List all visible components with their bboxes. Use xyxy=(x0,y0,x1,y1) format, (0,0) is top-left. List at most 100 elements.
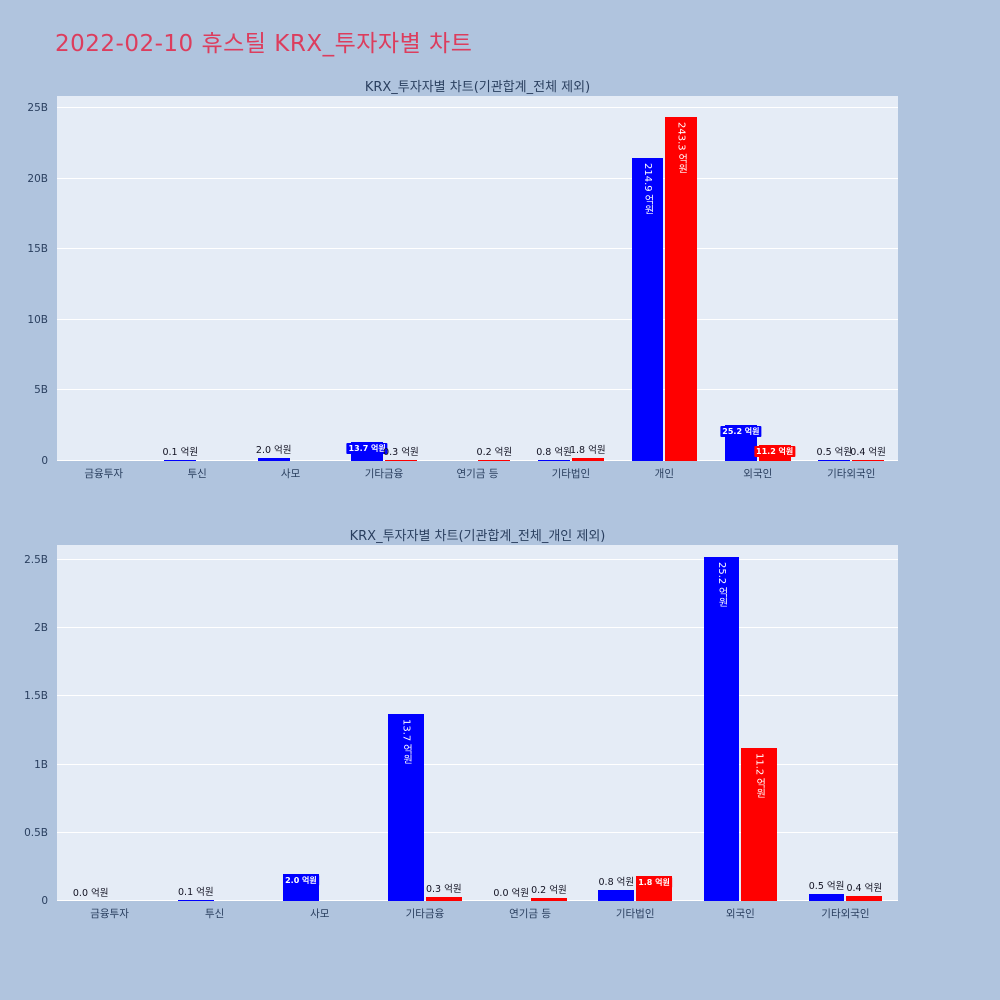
x-axis-top: 금융투자 투신 사모 기타금융 연기금 등 기타법인 개인 외국인 기타외국인 xyxy=(57,466,898,481)
bar-value-label: 13.7 억원 xyxy=(400,719,412,765)
bar-blue: 13.7 억원 xyxy=(346,441,388,461)
chart-top: KRX_투자자별 차트(기관합계_전체 제외) 0 5B 10B 15B 20B 25B 0… xyxy=(27,80,898,481)
bar-value-label: 0.0 억원 xyxy=(72,888,109,899)
bar-value-label: 214.9 억원 xyxy=(641,162,653,215)
x-tick-label: 연기금 등 xyxy=(456,468,499,480)
gridline xyxy=(57,107,898,108)
y-tick-label: 2B xyxy=(34,622,48,635)
bar-blue: 214.9 억원 xyxy=(631,157,664,461)
bar-blue: 13.7 억원 xyxy=(388,714,424,901)
y-tick-label: 10B xyxy=(27,313,48,326)
gridline xyxy=(57,389,898,391)
bar-value-label: 13.7 억원 xyxy=(346,442,388,454)
x-axis-bottom: 금융투자 투신 사모 기타금융 연기금 등 기타법인 외국인 기타외국인 xyxy=(57,906,898,921)
x-tick-label: 기타법인 xyxy=(615,908,655,920)
bar-blue: 2.0 억원 xyxy=(256,445,292,461)
x-tick-label: 기타금융 xyxy=(405,908,445,920)
category-group: 0.8 억원 1.8 억원 xyxy=(583,545,688,901)
bar-value-label: 0.8 억원 xyxy=(598,877,635,889)
category-group: 25.2 억원 11.2 억원 xyxy=(711,96,804,461)
bar-red: 1.8 억원 xyxy=(636,876,672,901)
bar-value-label: 0.0 억원 xyxy=(493,888,529,899)
bar-blue: 25.2 억원 xyxy=(720,425,762,461)
bar-value-label: 0.2 억원 xyxy=(476,447,513,458)
bar-blue: 0.1 억원 xyxy=(162,447,198,461)
y-tick-label: 1B xyxy=(34,758,48,771)
category-group: 0.5 억원 0.4 억원 xyxy=(793,545,898,901)
bar-red: 1.8 억원 xyxy=(570,445,606,461)
bar-value-label: 2.0 억원 xyxy=(283,874,319,886)
y-tick-label: 2.5B xyxy=(24,554,48,566)
bar-blue: 0.8 억원 xyxy=(536,447,572,461)
bar-value-label: 0.8 억원 xyxy=(536,446,572,458)
x-tick-label: 금융투자 xyxy=(90,908,129,920)
bar-value-label: 25.2 억원 xyxy=(715,562,727,608)
x-tick-label: 투신 xyxy=(205,908,225,920)
bar-value-label: 0.3 억원 xyxy=(383,447,419,458)
gridline xyxy=(57,763,898,765)
bar-red: 243.3 억원 xyxy=(665,117,698,461)
y-tick-label: 0 xyxy=(41,455,48,467)
category-group: 0.8 억원 1.8 억원 xyxy=(524,96,617,461)
gridline xyxy=(57,559,898,560)
gridline xyxy=(57,695,898,697)
y-tick-label: 5B xyxy=(34,384,48,397)
category-group: 2.0 억원 xyxy=(244,96,337,461)
y-tick-label: 15B xyxy=(27,243,48,256)
bar-red: 0.2 억원 xyxy=(477,447,512,461)
category-group: 0.0 억원 xyxy=(57,545,162,901)
y-tick-label: 25B xyxy=(27,102,48,114)
bar-red: 0.4 억원 xyxy=(850,447,886,461)
gridline xyxy=(57,177,898,179)
category-group xyxy=(57,96,150,461)
bar-value-label: 0.4 억원 xyxy=(850,447,886,458)
bar-value-label: 1.8 억원 xyxy=(636,877,672,889)
bar-value-label: 0.1 억원 xyxy=(178,886,214,898)
bar-value-label: 0.4 억원 xyxy=(846,882,883,894)
gridline xyxy=(57,460,898,461)
x-tick-label: 금융투자 xyxy=(84,468,124,480)
y-tick-label: 1.5B xyxy=(24,690,48,703)
plot-area-top: 0 5B 10B 15B 20B 25B 0.1 억원 2.0 억원 13.7 억원 0.3 억원… xyxy=(27,96,898,467)
page-title: 2022-02-10 휴스틸 KRX_투자자별 차트 xyxy=(55,31,473,57)
bars-row: 0.1 억원 2.0 억원 13.7 억원 0.3 억원 0.2 억원 0.8 억원 1.8… xyxy=(57,96,898,461)
bar-blue: 0.5 억원 xyxy=(808,881,845,901)
category-group: 13.7 억원 0.3 억원 xyxy=(337,96,430,461)
chart-title-top: KRX_투자자별 차트(기관합계_전체 제외) xyxy=(364,80,591,95)
bar-blue: 0.1 억원 xyxy=(177,887,214,901)
bar-value-label: 11.2 억원 xyxy=(753,753,765,799)
gridline xyxy=(57,248,898,250)
x-tick-label: 기타금융 xyxy=(364,468,404,480)
bar-red: 0.2 억원 xyxy=(531,885,567,901)
bar-red: 11.2 억원 xyxy=(741,748,778,901)
bar-value-label: 2.0 억원 xyxy=(255,445,292,457)
x-tick-label: 개인 xyxy=(654,468,674,480)
bar-blue: 0.5 억원 xyxy=(817,447,852,461)
bar-value-label: 25.2 억원 xyxy=(720,426,762,438)
bar-value-label: 0.5 억원 xyxy=(816,447,853,458)
bar-value-label: 0.2 억원 xyxy=(531,885,567,897)
x-tick-label: 외국인 xyxy=(725,908,755,920)
bar-value-label: 0.5 억원 xyxy=(808,881,845,893)
x-tick-label: 외국인 xyxy=(743,468,773,480)
category-group: 0.5 억원 0.4 억원 xyxy=(805,96,898,461)
gridline xyxy=(57,900,898,901)
bar-value-label: 243.3 억원 xyxy=(675,122,687,175)
x-tick-label: 기타법인 xyxy=(551,468,591,480)
bar-red: 0.3 억원 xyxy=(425,884,462,901)
x-tick-label: 기타외국인 xyxy=(821,908,870,920)
x-tick-label: 기타외국인 xyxy=(827,468,876,480)
category-group: 0.1 억원 xyxy=(162,545,267,901)
bar-red: 0.4 억원 xyxy=(846,883,883,901)
bar-red: 0.3 억원 xyxy=(383,447,419,461)
bar-blue: 2.0 억원 xyxy=(283,873,319,901)
bar-blue: 25.2 억원 xyxy=(703,557,740,901)
bar-red: 11.2 억원 xyxy=(754,445,796,461)
category-group: 0.2 억원 xyxy=(431,96,524,461)
bars-row: 0.0 억원 0.1 억원 2.0 억원 13.7 억원 0.3 억원 0.0 억원 0.2… xyxy=(57,545,898,901)
gridline xyxy=(57,831,898,833)
y-tick-label: 0.5B xyxy=(24,826,48,839)
gridline xyxy=(57,318,898,320)
bar-value-label: 0.3 억원 xyxy=(425,883,462,895)
